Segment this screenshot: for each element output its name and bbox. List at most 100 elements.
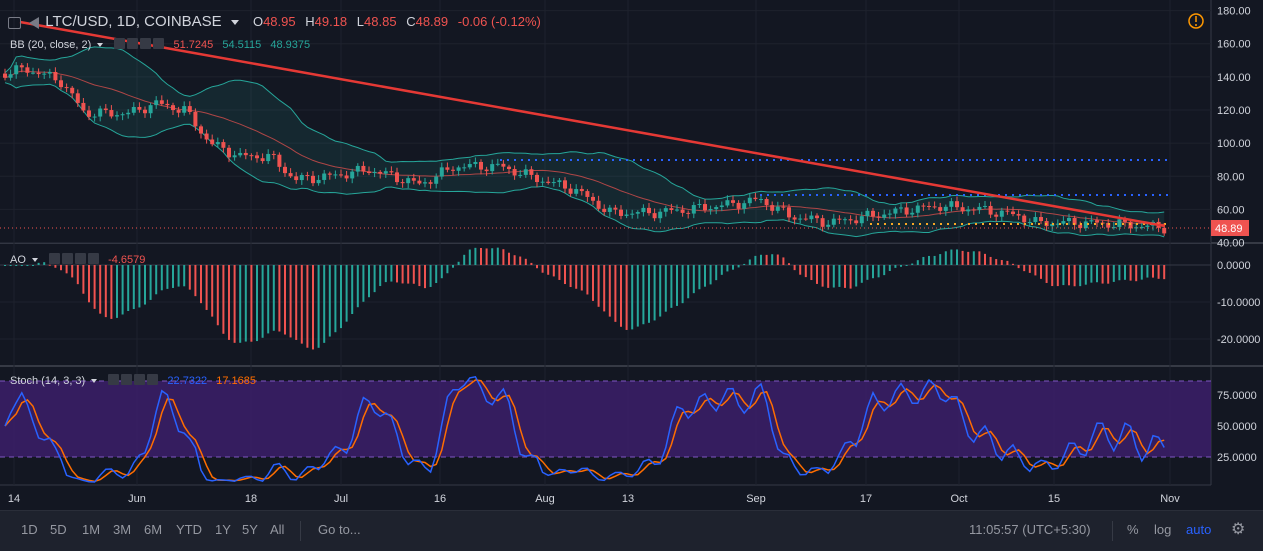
candle	[871, 207, 875, 222]
stoch-dropdown-icon[interactable]	[91, 379, 98, 383]
candle	[613, 204, 618, 215]
more-icon[interactable]	[134, 374, 146, 385]
bb-dropdown-icon[interactable]	[97, 43, 104, 47]
range-3m[interactable]: 3M	[113, 522, 132, 537]
descending-trendline[interactable]	[19, 20, 1166, 228]
ao-bar	[267, 265, 270, 334]
candle-body	[1039, 217, 1043, 222]
range-1d[interactable]: 1D	[21, 522, 38, 537]
settings-icon[interactable]	[127, 38, 139, 49]
ao-bar	[211, 265, 214, 317]
more-icon[interactable]	[140, 38, 152, 49]
ao-bar	[771, 254, 774, 265]
ao-bar	[832, 265, 835, 288]
candle	[439, 162, 444, 180]
stoch-legend[interactable]: Stoch (14, 3, 3) 22.7322 17.1685	[10, 374, 256, 388]
candle-body	[378, 171, 383, 174]
candle	[221, 139, 226, 153]
ao-name[interactable]: AO	[10, 253, 26, 266]
candle	[652, 208, 657, 222]
range-ytd[interactable]: YTD	[176, 522, 202, 537]
range-6m[interactable]: 6M	[144, 522, 163, 537]
eye-icon[interactable]	[49, 253, 61, 264]
candle	[1061, 216, 1066, 226]
clock-readout[interactable]: 11:05:57 (UTC+5:30)	[969, 522, 1091, 537]
ao-bar	[278, 265, 281, 332]
ao-legend[interactable]: AO -4.6579	[10, 253, 145, 267]
candle-body	[966, 209, 971, 212]
close-icon[interactable]	[153, 38, 165, 49]
auto-toggle[interactable]: auto	[1186, 522, 1212, 537]
ao-bar	[849, 265, 852, 289]
bb-legend[interactable]: BB (20, close, 2) 51.7245 54.5115 48.937…	[10, 38, 310, 52]
chart-header: LTC/USD, 1D, COINBASE O48.95 H49.18 L48.…	[8, 13, 541, 30]
range-5d[interactable]: 5D	[50, 522, 67, 537]
ao-dropdown-icon[interactable]	[31, 258, 38, 262]
log-toggle[interactable]: log	[1154, 522, 1172, 537]
eye-icon[interactable]	[108, 374, 120, 385]
range-5y[interactable]: 5Y	[242, 522, 258, 537]
close-icon[interactable]	[88, 253, 100, 264]
menu-icon[interactable]	[8, 16, 21, 29]
candle	[299, 172, 304, 185]
range-1m[interactable]: 1M	[82, 522, 101, 537]
range-1y[interactable]: 1Y	[215, 522, 231, 537]
ao-bar	[653, 265, 656, 321]
candle	[350, 168, 355, 184]
settings-icon[interactable]	[121, 374, 133, 385]
bb-name[interactable]: BB (20, close, 2)	[10, 38, 92, 51]
candle-body	[42, 73, 47, 75]
ao-value: -4.6579	[108, 253, 146, 266]
ao-bar	[429, 265, 432, 287]
candle-body	[988, 205, 993, 215]
candle-body	[1095, 220, 1099, 223]
candle-body	[955, 201, 959, 208]
price-tick-label: 60.00	[1217, 204, 1245, 216]
symbol-title[interactable]: LTC/USD, 1D, COINBASE	[45, 13, 222, 30]
stoch-name[interactable]: Stoch (14, 3, 3)	[10, 374, 86, 387]
percent-toggle[interactable]: %	[1127, 522, 1139, 537]
ao-controls[interactable]	[49, 253, 101, 267]
candle-body	[1005, 210, 1010, 212]
candle-body	[1078, 224, 1083, 229]
eye-icon[interactable]	[114, 38, 126, 49]
gear-icon[interactable]: ⚙	[1231, 521, 1246, 538]
candle	[75, 89, 80, 108]
close-icon[interactable]	[147, 374, 159, 385]
candle	[283, 162, 287, 177]
settings-icon[interactable]	[62, 253, 74, 264]
candle	[199, 124, 203, 139]
ao-bar	[552, 265, 555, 277]
candle	[355, 163, 360, 177]
chart-canvas[interactable]: 180.00 160.00 140.00 120.00 100.00 80.00 60.00…	[0, 0, 1263, 510]
candle	[451, 166, 455, 176]
alert-icon[interactable]	[1188, 13, 1204, 29]
candle	[204, 129, 209, 144]
ao-bar	[888, 265, 891, 271]
ao-bar	[452, 265, 454, 268]
ao-bar	[155, 265, 158, 295]
candle-body	[182, 106, 187, 113]
candle-body	[523, 169, 528, 175]
range-all[interactable]: All	[270, 522, 285, 537]
ao-bar	[216, 265, 219, 326]
stoch-controls[interactable]	[108, 374, 160, 388]
symbol-dropdown-icon[interactable]	[231, 20, 240, 26]
more-icon[interactable]	[75, 253, 87, 264]
candle-body	[551, 182, 556, 184]
ao-bar	[418, 265, 421, 287]
goto-button[interactable]: Go to...	[318, 522, 361, 537]
ao-bar	[821, 265, 824, 287]
ao-bar	[972, 251, 975, 265]
candle-body	[1061, 221, 1066, 224]
bollinger-bands	[4, 46, 1165, 238]
price-tick-label: 100.00	[1217, 138, 1251, 150]
candle-body	[1106, 222, 1111, 228]
bb-controls[interactable]	[114, 38, 166, 52]
candle-body	[1139, 226, 1144, 228]
ao-bar	[132, 265, 135, 310]
candle-body	[215, 142, 220, 145]
candle-body	[893, 208, 898, 214]
candle-body	[1016, 214, 1021, 216]
candle-body	[451, 169, 455, 171]
